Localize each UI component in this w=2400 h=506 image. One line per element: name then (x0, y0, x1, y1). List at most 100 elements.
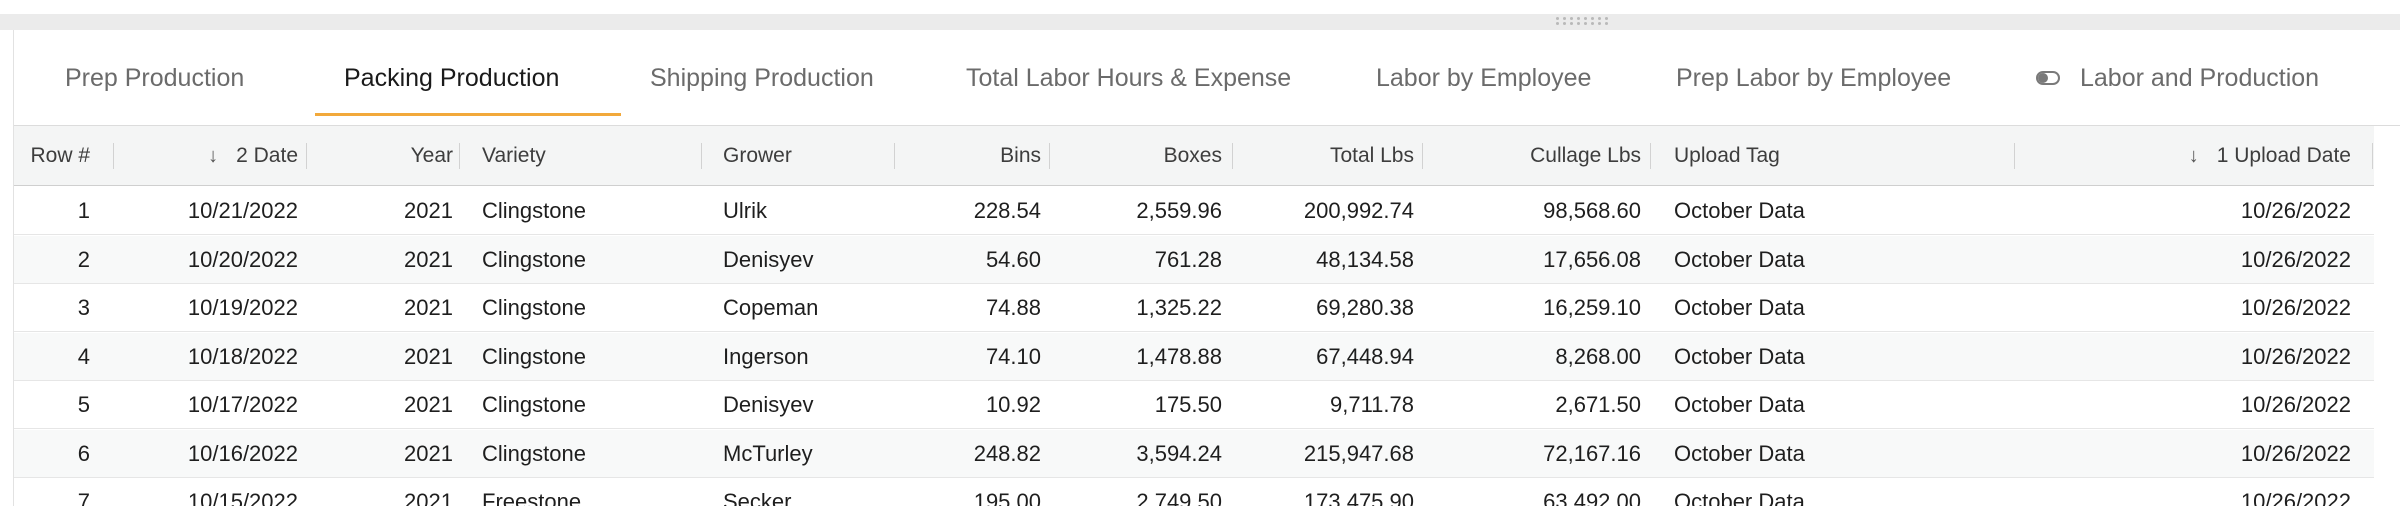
table-row[interactable]: 5 10/17/2022 2021 Clingstone Denisyev 10.92 17… (14, 381, 2374, 429)
column-divider[interactable] (306, 143, 307, 169)
cell-grower[interactable]: Denisyev (723, 246, 814, 272)
cell-upload-tag[interactable]: October Data (1674, 343, 1805, 369)
cell-row-number[interactable]: 7 (77, 489, 90, 506)
cell-variety[interactable]: Clingstone (482, 392, 586, 417)
cell-cullage-lbs[interactable]: 98,568.60 (1543, 198, 1641, 223)
column-header-boxes[interactable]: Boxes (1050, 126, 1222, 186)
cell-row-number[interactable]: 1 (77, 198, 90, 223)
cell-bins[interactable]: 10.92 (985, 392, 1041, 417)
table-row[interactable]: 1 10/21/2022 2021 Clingstone Ulrik 228.54 2,55… (14, 187, 2374, 235)
tab-total-labor-hours-expense[interactable]: Total Labor Hours & Expense (966, 30, 1291, 126)
cell-date[interactable]: 10/16/2022 (187, 440, 298, 466)
cell-variety[interactable]: Clingstone (482, 246, 586, 272)
cell-grower[interactable]: Ulrik (723, 198, 767, 223)
column-header-year[interactable]: Year (307, 126, 453, 186)
cell-grower[interactable]: McTurley (723, 440, 813, 466)
cell-total-lbs[interactable]: 9,711.78 (1329, 392, 1414, 417)
cell-year[interactable]: 2021 (404, 440, 453, 466)
tab-packing-production[interactable]: Packing Production (344, 30, 559, 126)
cell-upload-date[interactable]: 10/26/2022 (2240, 295, 2351, 320)
cell-total-lbs[interactable]: 67,448.94 (1316, 343, 1414, 369)
column-divider[interactable] (2372, 143, 2373, 169)
cell-boxes[interactable]: 2,749.50 (1136, 489, 1222, 506)
cell-row-number[interactable]: 6 (77, 440, 90, 466)
cell-year[interactable]: 2021 (404, 198, 453, 223)
cell-upload-tag[interactable]: October Data (1674, 246, 1805, 272)
cell-boxes[interactable]: 3,594.24 (1136, 440, 1222, 466)
column-header-variety[interactable]: Variety (482, 126, 702, 186)
table-row[interactable]: 7 10/15/2022 2021 Freestone Secker 195.00 2,74… (14, 478, 2374, 506)
tab-shipping-production[interactable]: Shipping Production (650, 30, 874, 126)
cell-year[interactable]: 2021 (404, 489, 453, 506)
column-divider[interactable] (113, 143, 114, 169)
column-divider[interactable] (1650, 143, 1651, 169)
cell-upload-date[interactable]: 10/26/2022 (2240, 246, 2351, 272)
column-divider[interactable] (2014, 143, 2015, 169)
drag-handle-icon[interactable] (1556, 17, 1612, 27)
table-row[interactable]: 2 10/20/2022 2021 Clingstone Denisyev 54.60 76… (14, 235, 2374, 284)
cell-year[interactable]: 2021 (404, 392, 453, 417)
cell-date[interactable]: 10/17/2022 (187, 392, 298, 417)
cell-year[interactable]: 2021 (404, 295, 453, 320)
table-row[interactable]: 4 10/18/2022 2021 Clingstone Ingerson 74.10 1,… (14, 332, 2374, 381)
cell-upload-tag[interactable]: October Data (1674, 198, 1805, 223)
panel-resize-bar[interactable] (0, 14, 2400, 30)
column-divider[interactable] (894, 143, 895, 169)
cell-grower[interactable]: Ingerson (723, 343, 809, 369)
column-divider[interactable] (1049, 143, 1050, 169)
cell-row-number[interactable]: 5 (77, 392, 90, 417)
cell-grower[interactable]: Secker (723, 489, 792, 506)
cell-row-number[interactable]: 3 (77, 295, 90, 320)
column-header-row-number[interactable]: Row # (14, 126, 90, 186)
cell-total-lbs[interactable]: 173,475.90 (1303, 489, 1414, 506)
cell-row-number[interactable]: 4 (77, 343, 90, 369)
cell-upload-tag[interactable]: October Data (1674, 295, 1805, 320)
cell-total-lbs[interactable]: 69,280.38 (1316, 295, 1414, 320)
cell-cullage-lbs[interactable]: 17,656.08 (1543, 246, 1641, 272)
cell-boxes[interactable]: 761.28 (1154, 246, 1222, 272)
cell-year[interactable]: 2021 (404, 343, 453, 369)
cell-date[interactable]: 10/18/2022 (187, 343, 298, 369)
cell-upload-tag[interactable]: October Data (1674, 392, 1805, 417)
column-header-grower[interactable]: Grower (723, 126, 903, 186)
cell-total-lbs[interactable]: 215,947.68 (1303, 440, 1414, 466)
cell-variety[interactable]: Clingstone (482, 295, 586, 320)
cell-date[interactable]: 10/19/2022 (187, 295, 298, 320)
cell-boxes[interactable]: 1,478.88 (1136, 343, 1222, 369)
cell-variety[interactable]: Clingstone (482, 198, 586, 223)
cell-bins[interactable]: 195.00 (973, 489, 1041, 506)
column-header-bins[interactable]: Bins (895, 126, 1041, 186)
cell-cullage-lbs[interactable]: 2,671.50 (1555, 392, 1641, 417)
cell-upload-date[interactable]: 10/26/2022 (2240, 343, 2351, 369)
column-header-cullage-lbs[interactable]: Cullage Lbs (1423, 126, 1641, 186)
cell-bins[interactable]: 74.10 (985, 343, 1041, 369)
tab-prep-labor-by-employee[interactable]: Prep Labor by Employee (1676, 30, 1951, 126)
cell-date[interactable]: 10/20/2022 (187, 246, 298, 272)
cell-grower[interactable]: Copeman (723, 295, 819, 320)
cell-upload-tag[interactable]: October Data (1674, 440, 1805, 466)
cell-upload-date[interactable]: 10/26/2022 (2240, 489, 2351, 506)
cell-cullage-lbs[interactable]: 16,259.10 (1543, 295, 1641, 320)
column-divider[interactable] (1232, 143, 1233, 169)
cell-cullage-lbs[interactable]: 63,492.00 (1543, 489, 1641, 506)
cell-variety[interactable]: Clingstone (482, 440, 586, 466)
table-row[interactable]: 6 10/16/2022 2021 Clingstone McTurley 248.82 3… (14, 429, 2374, 478)
cell-upload-date[interactable]: 10/26/2022 (2240, 392, 2351, 417)
cell-date[interactable]: 10/15/2022 (187, 489, 298, 506)
cell-date[interactable]: 10/21/2022 (187, 198, 298, 223)
cell-year[interactable]: 2021 (404, 246, 453, 272)
column-header-upload-tag[interactable]: Upload Tag (1674, 126, 2004, 186)
cell-row-number[interactable]: 2 (77, 246, 90, 272)
cell-variety[interactable]: Clingstone (482, 343, 586, 369)
table-row[interactable]: 3 10/19/2022 2021 Clingstone Copeman 74.88 1,3… (14, 284, 2374, 332)
tab-labor-by-employee[interactable]: Labor by Employee (1376, 30, 1591, 126)
column-header-total-lbs[interactable]: Total Lbs (1233, 126, 1414, 186)
cell-grower[interactable]: Denisyev (723, 392, 814, 417)
column-divider[interactable] (459, 143, 460, 169)
column-header-upload-date[interactable]: ↓ 1 Upload Date (2015, 126, 2351, 186)
cell-bins[interactable]: 54.60 (985, 246, 1041, 272)
tab-labor-and-production[interactable]: Labor and Production (2036, 30, 2319, 126)
cell-total-lbs[interactable]: 200,992.74 (1303, 198, 1414, 223)
cell-boxes[interactable]: 1,325.22 (1136, 295, 1222, 320)
cell-cullage-lbs[interactable]: 72,167.16 (1543, 440, 1641, 466)
